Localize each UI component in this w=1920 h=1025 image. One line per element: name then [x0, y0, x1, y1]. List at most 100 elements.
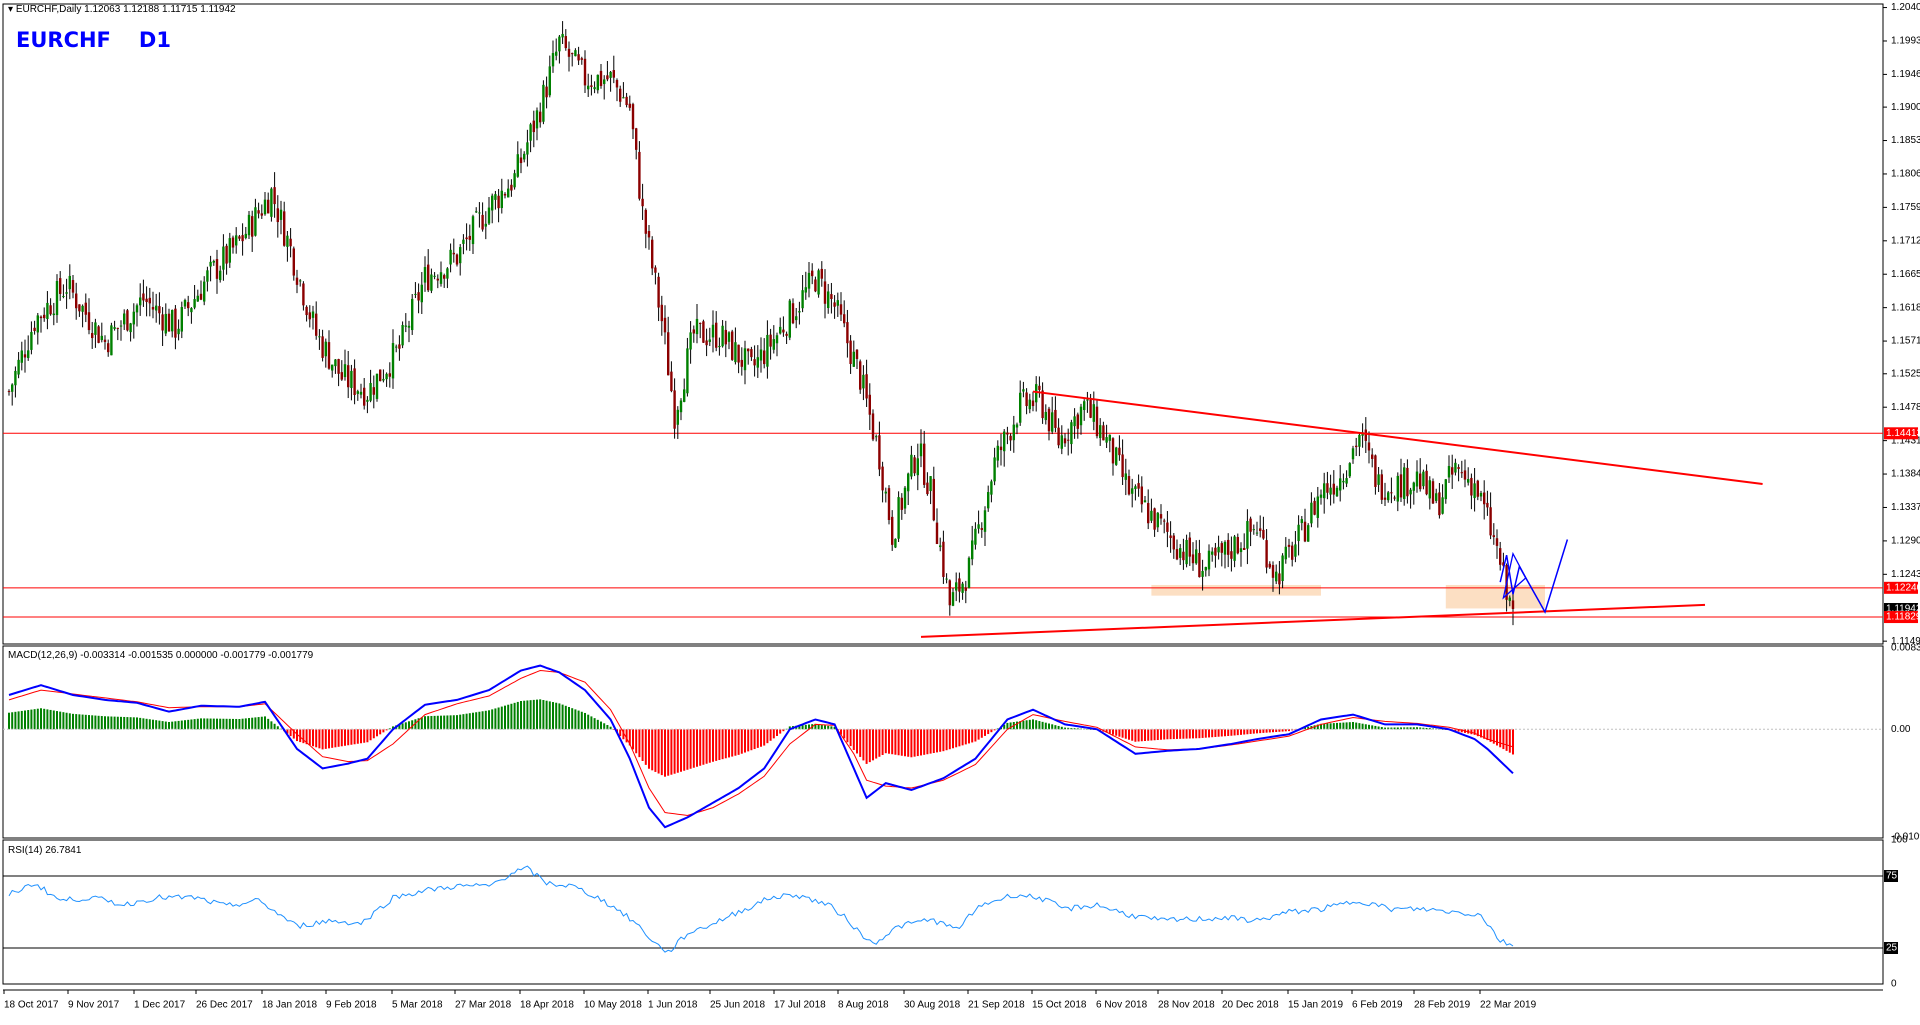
macd-bar [184, 720, 186, 730]
bull-candle [193, 299, 196, 308]
bear-candle [1460, 472, 1463, 474]
time-tick-label: 28 Nov 2018 [1158, 1000, 1215, 1011]
macd-bar [1128, 729, 1130, 740]
macd-bar [625, 729, 628, 743]
bull-candle [961, 583, 964, 593]
rsi-tick-label: 0 [1891, 979, 1897, 990]
macd-bar [1355, 722, 1358, 730]
macd-bar [100, 716, 103, 730]
macd-bar [523, 700, 526, 730]
bear-candle [702, 321, 705, 343]
bull-candle [756, 357, 759, 368]
macd-bar [920, 729, 922, 756]
macd-bar [1390, 727, 1393, 730]
macd-bar [1380, 727, 1383, 730]
bull-candle [987, 492, 990, 509]
bear-candle [1303, 521, 1307, 542]
macd-bar [465, 713, 468, 730]
bear-candle [465, 237, 468, 240]
rsi-pane-frame [2, 839, 1884, 985]
bull-candle [1012, 424, 1015, 441]
macd-bar [753, 729, 756, 750]
bull-candle [369, 383, 372, 401]
descending-trendline [1032, 390, 1763, 485]
time-tick-label: 10 May 2018 [584, 1000, 642, 1011]
macd-bar [264, 716, 266, 730]
price-tick-label: 1.17590 [1891, 202, 1920, 213]
bear-candle [926, 482, 929, 495]
main-pane-frame [2, 3, 1884, 645]
time-tick-label: 5 Mar 2018 [392, 1000, 443, 1011]
macd-bar [696, 729, 698, 767]
bear-candle [859, 361, 862, 390]
bear-candle [641, 198, 644, 207]
macd-bar [593, 718, 596, 730]
macd-bar [872, 729, 874, 761]
bear-candle [1326, 483, 1329, 493]
macd-bar [856, 729, 858, 754]
bear-candle [823, 281, 827, 304]
macd-bar [366, 729, 369, 743]
time-tick-label: 17 Jul 2018 [774, 1000, 826, 1011]
macd-bar [721, 729, 724, 760]
macd-bar [91, 715, 94, 730]
timeframe-label: D1 [138, 28, 171, 52]
macd-bar [1345, 722, 1348, 730]
price-tick-label: 1.16180 [1891, 302, 1920, 313]
macd-bar [1486, 729, 1489, 741]
macd-bar [337, 729, 340, 747]
bear-candle [1182, 551, 1185, 561]
bear-candle [881, 466, 884, 491]
bear-candle [107, 343, 110, 353]
macd-tick-label: 0.008321 [1891, 642, 1920, 653]
macd-bar [1032, 719, 1034, 730]
macd-bar [120, 716, 122, 730]
candles [7, 21, 1515, 626]
bear-candle [1265, 540, 1268, 568]
macd-bar [369, 729, 372, 741]
bull-candle [20, 350, 23, 363]
bear-candle [148, 297, 151, 304]
macd-bar [414, 719, 417, 730]
macd-bar [241, 718, 244, 730]
macd-bar [296, 729, 298, 742]
macd-bar [238, 719, 241, 730]
bear-candle [1511, 600, 1515, 610]
macd-bar [1332, 723, 1335, 730]
bear-candle [750, 349, 753, 358]
bear-candle [84, 302, 87, 315]
macd-bar [1400, 727, 1402, 730]
macd-bar [1198, 729, 1201, 739]
price-tick-label: 1.15710 [1891, 336, 1920, 347]
macd-bar [571, 708, 574, 730]
bull-candle [1201, 571, 1204, 577]
macd-bar [168, 722, 170, 730]
macd-bar [20, 710, 23, 730]
macd-bar [612, 729, 615, 730]
bear-candle [855, 349, 859, 359]
macd-bar [952, 729, 954, 749]
macd-bar [683, 729, 686, 771]
macd-bar [1147, 729, 1150, 741]
macd-bar [1144, 729, 1146, 742]
macd-bar [180, 720, 183, 730]
bull-candle [212, 260, 215, 263]
macd-bar [142, 718, 145, 730]
bear-candle [1332, 483, 1335, 495]
bear-candle [740, 359, 743, 367]
macd-bar [734, 729, 737, 756]
macd-bar [913, 729, 916, 757]
macd-bar [1432, 728, 1434, 730]
macd-bar [468, 713, 471, 730]
bull-candle [919, 443, 923, 457]
bear-candle [948, 580, 951, 606]
bull-candle [462, 239, 465, 244]
macd-bar [904, 729, 906, 757]
macd-bar [388, 728, 391, 730]
bull-candle [439, 272, 443, 284]
bull-candle [1252, 529, 1255, 531]
bear-candle [1364, 429, 1367, 441]
bear-candle [276, 208, 279, 223]
bull-candle [299, 280, 302, 282]
